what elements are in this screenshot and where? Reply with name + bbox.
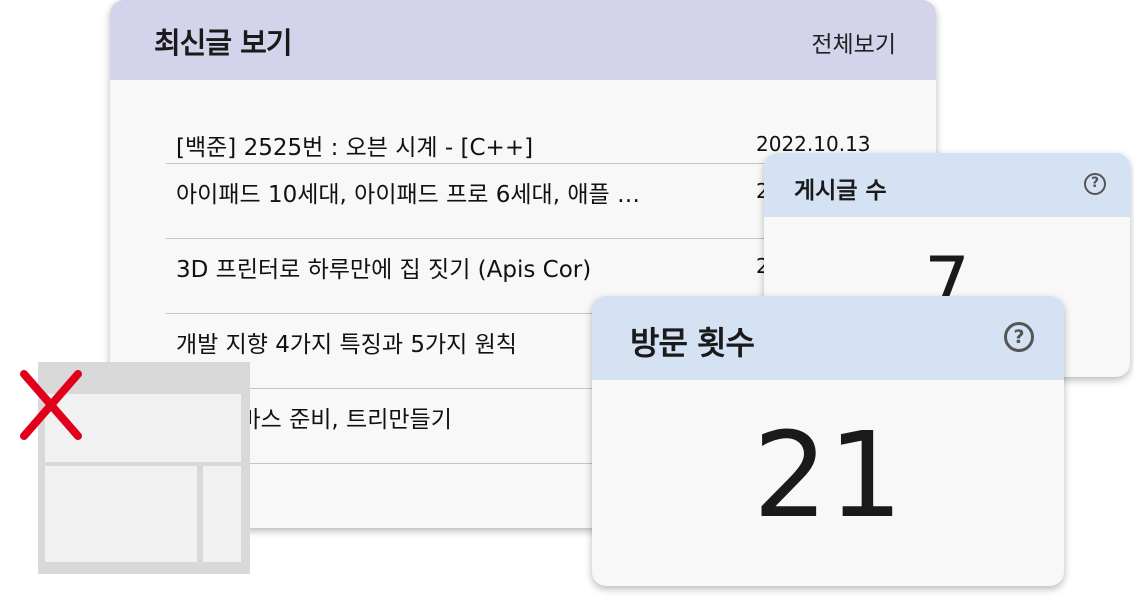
wireframe-bottom-right-panel [203, 466, 241, 562]
post-title[interactable]: 아이패드 10세대, 아이패드 프로 6세대, 애플 … [176, 182, 640, 208]
visit-count-value: 21 [752, 406, 904, 544]
post-date: 2022.10.13 [756, 132, 871, 156]
visit-count-card: 방문 횟수 ? 21 [592, 296, 1064, 586]
visit-count-title: 방문 횟수 [630, 324, 755, 362]
recent-posts-header: 최신글 보기 전체보기 [110, 0, 936, 80]
layout-wireframe-thumbnail [38, 362, 250, 574]
visit-count-header: 방문 횟수 ? [592, 296, 1064, 380]
post-count-title: 게시글 수 [794, 178, 887, 204]
list-item[interactable]: 아이패드 10세대, 아이패드 프로 6세대, 애플 … 2 [166, 165, 862, 239]
post-count-header: 게시글 수 ? [764, 153, 1130, 217]
wireframe-top-panel [45, 394, 241, 462]
post-title[interactable]: 3D 프린터로 하루만에 집 짓기 (Apis Cor) [176, 257, 592, 283]
question-circle-icon[interactable]: ? [1004, 322, 1034, 352]
list-item[interactable]: [백준] 2525번 : 오븐 시계 - [C++] 2022.10.13 [166, 118, 871, 164]
view-all-link[interactable]: 전체보기 [811, 32, 896, 58]
list-item[interactable]: 3D 프린터로 하루만에 집 짓기 (Apis Cor) 2 [166, 240, 862, 314]
post-list: [백준] 2525번 : 오븐 시계 - [C++] 2022.10.13 아이… [166, 118, 871, 464]
list-item[interactable]: 개발 지향 4가지 특징과 5가지 원칙 [166, 315, 862, 389]
recent-posts-title: 최신글 보기 [154, 26, 292, 60]
post-title[interactable]: [백준] 2525번 : 오븐 시계 - [C++] [176, 135, 534, 161]
post-title[interactable]: 개발 지향 4가지 특징과 5가지 원칙 [176, 332, 517, 358]
wireframe-bottom-left-panel [45, 466, 197, 562]
question-circle-icon[interactable]: ? [1084, 173, 1106, 195]
red-x-icon[interactable] [18, 368, 84, 442]
